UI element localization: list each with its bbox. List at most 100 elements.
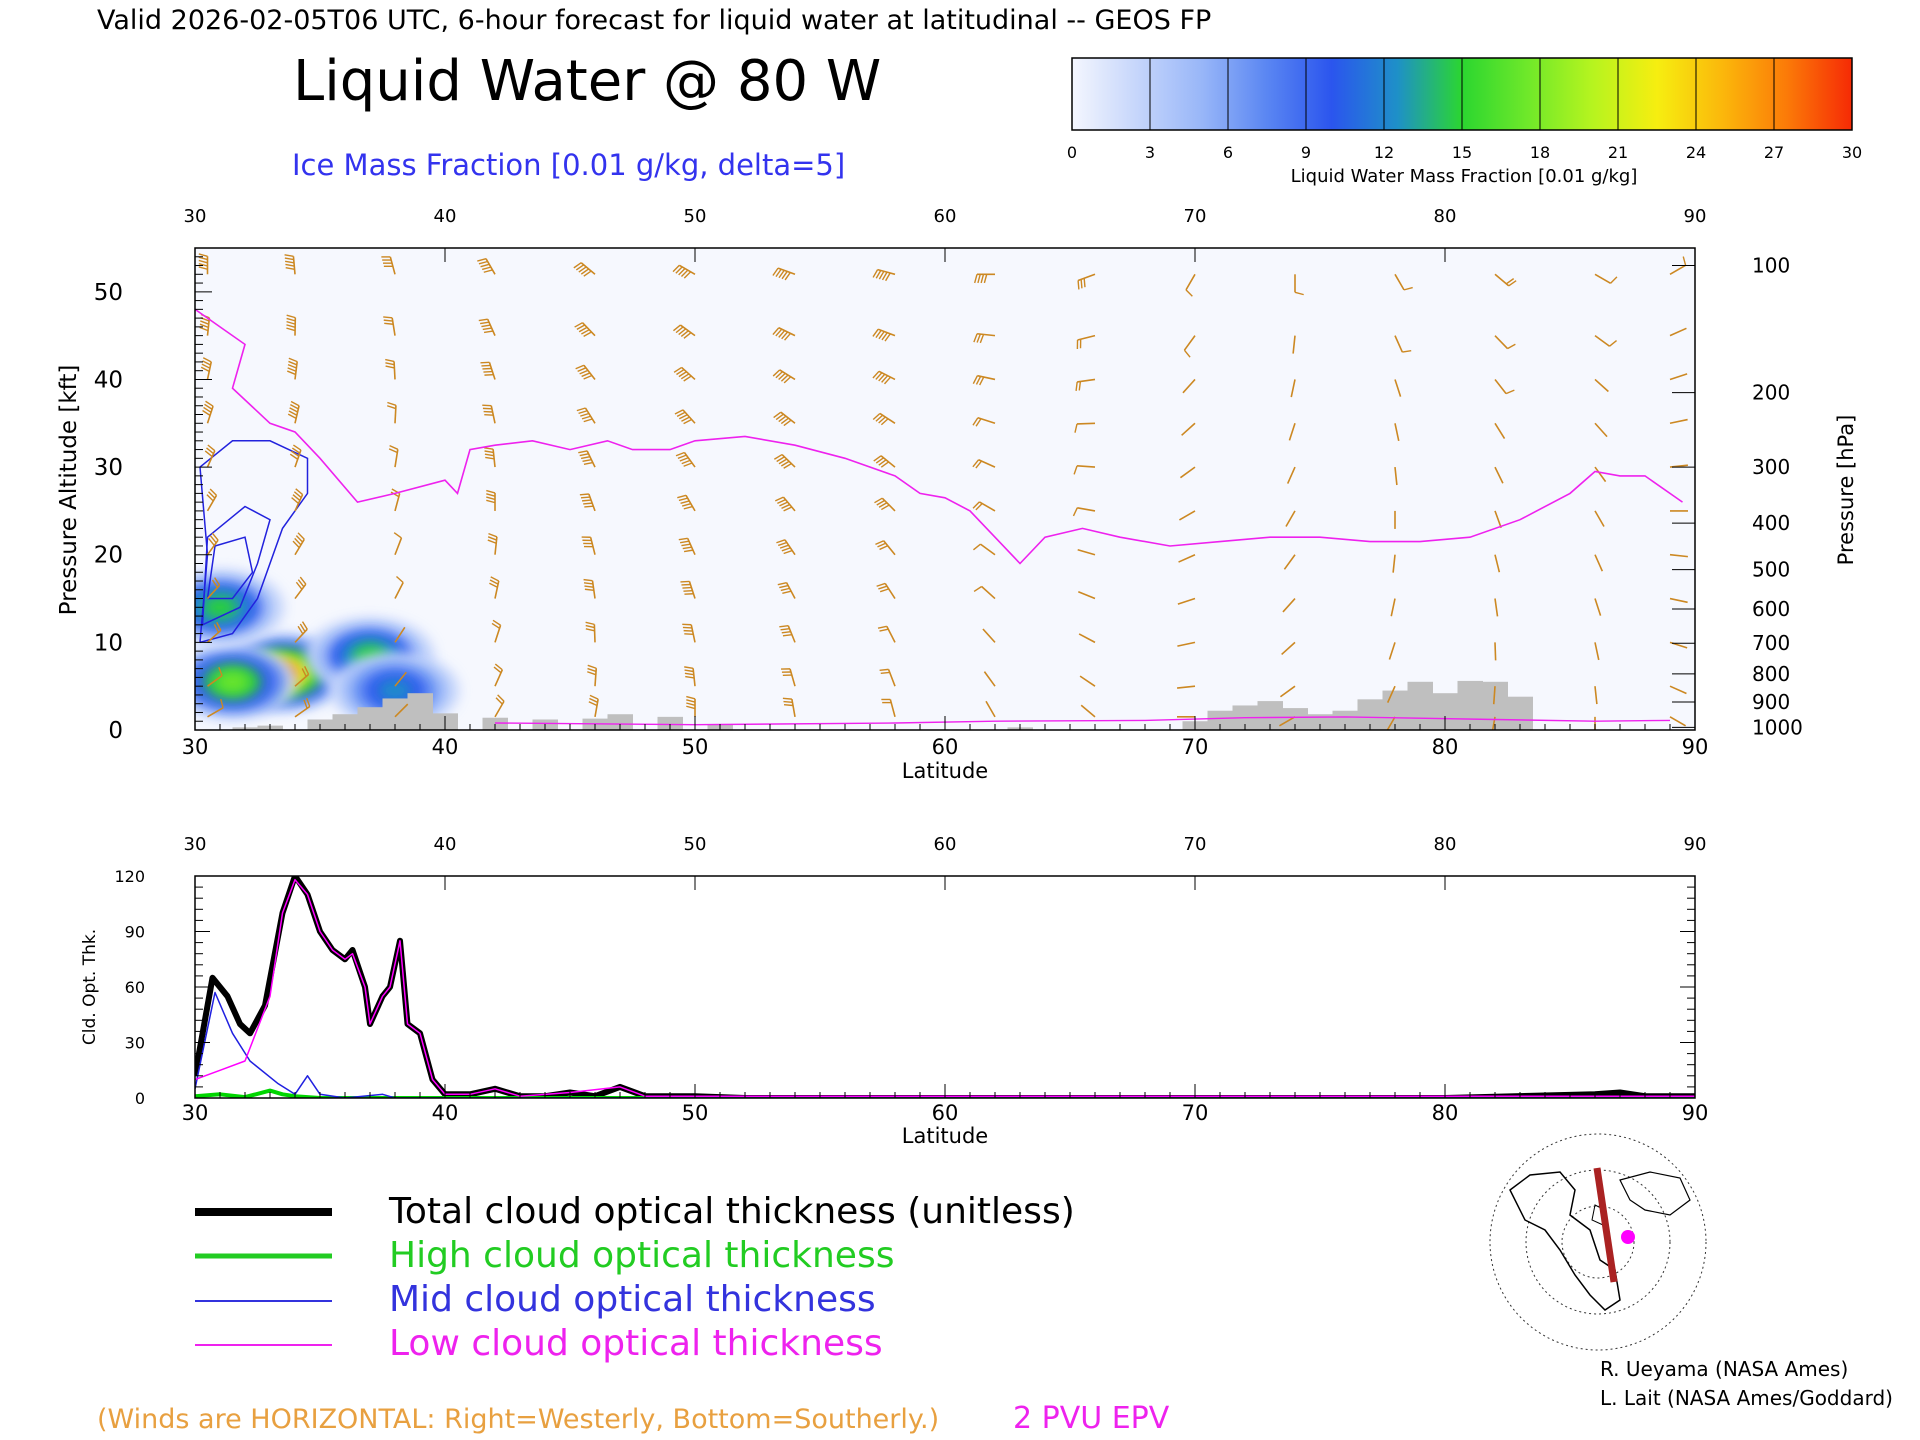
wind-barb-staff (1179, 466, 1196, 479)
wind-barb-feather (881, 504, 890, 511)
wind-barb-feather (681, 543, 691, 547)
wind-barb-feather (686, 695, 696, 700)
wind-barb-staff (394, 703, 409, 718)
wind-barb-feather (878, 502, 888, 508)
wind-barb-feather (384, 322, 394, 325)
wind-barb-feather (877, 625, 887, 629)
wind-barb-feather (390, 491, 400, 498)
wind-barb-feather (1507, 343, 1516, 350)
wind-barb-feather (286, 314, 296, 319)
wind-barb (983, 671, 996, 687)
wind-barb-feather (290, 404, 299, 410)
wind-barb-feather (207, 444, 216, 452)
wind-barb-feather (878, 416, 886, 424)
wind-barb-feather (972, 501, 980, 509)
wind-barb (678, 537, 696, 556)
wind-barb-feather (675, 266, 683, 274)
wind-barb-feather (385, 365, 395, 369)
wind-barb-feather (681, 503, 692, 507)
wind-barb (1279, 685, 1296, 698)
wind-barb-feather (881, 271, 888, 281)
wind-barb-staff (1178, 553, 1196, 563)
wind-barb (1181, 422, 1196, 436)
wind-barb-feather (299, 623, 306, 632)
wind-barb-feather (675, 326, 684, 334)
epv-legend-label: 2 PVU EPV (1013, 1401, 1170, 1436)
wind-barb-feather (301, 668, 307, 677)
wind-barb-feather (1185, 289, 1193, 297)
wind-barb-feather (286, 324, 296, 329)
wind-barb-feather (683, 271, 692, 279)
wind-barb-feather (972, 375, 979, 385)
plot-background (195, 876, 1695, 1098)
wind-barb-staff (982, 628, 996, 643)
wind-barb-feather (781, 271, 788, 280)
wind-barb-feather (286, 317, 296, 322)
wind-barb (204, 444, 216, 468)
wind-barb (876, 582, 896, 599)
liquid-water-cell (378, 679, 412, 702)
wind-barb-feather (881, 375, 889, 383)
topography-bar (1282, 708, 1308, 730)
wind-barb-feather (678, 371, 687, 378)
wind-barb (672, 264, 696, 279)
bottom-y-tick-label: 120 (114, 867, 145, 886)
top-x-tick-label: 90 (1682, 735, 1709, 759)
wind-barb (206, 577, 221, 600)
wind-barb-feather (304, 665, 310, 675)
top-y-tick-label: 10 (94, 630, 123, 656)
legend-label-high: High cloud optical thickness (389, 1235, 894, 1276)
wind-barb (287, 357, 298, 380)
wind-barb (1177, 597, 1196, 605)
wind-barb-staff (1594, 334, 1611, 347)
wind-barb-feather (779, 584, 789, 589)
wind-barb (1390, 598, 1396, 617)
wind-barb (206, 488, 218, 512)
wind-barb (1072, 506, 1096, 517)
wind-barb-feather (299, 576, 307, 585)
wind-barb (879, 668, 896, 687)
wind-barb-feather (198, 266, 208, 270)
wind-barb (1394, 335, 1412, 353)
wind-barb (1283, 554, 1296, 570)
wind-barb-staff (1286, 466, 1296, 484)
wind-barb-feather (679, 457, 689, 462)
pressure-tick-label: 500 (1752, 558, 1790, 582)
wind-barb-staff (1279, 685, 1296, 698)
wind-barb-feather (875, 414, 884, 422)
wind-barb (1074, 422, 1096, 433)
wind-barb-feather (589, 697, 598, 703)
wind-barb-feather (676, 368, 685, 376)
wind-barb (680, 580, 696, 599)
wind-barb (1594, 554, 1604, 572)
wind-barb-feather (497, 694, 505, 702)
wind-barb-feather (686, 699, 696, 703)
wind-barb-staff (1292, 335, 1296, 354)
wind-barb (772, 267, 796, 281)
top-x-tick-label: 30 (182, 735, 209, 759)
wind-barb (1394, 467, 1398, 486)
wind-barb (1394, 379, 1402, 397)
wind-barb (1281, 641, 1296, 656)
wind-barb-feather (291, 447, 301, 454)
wind-barb-staff (1494, 422, 1506, 439)
wind-barb (673, 366, 696, 382)
wind-barb (1669, 327, 1687, 337)
top-x-tick-label-upper: 80 (1434, 206, 1457, 227)
wind-barb-staff (1594, 598, 1602, 616)
cross-section-track (1593, 1167, 1618, 1283)
wind-barb (1075, 378, 1096, 391)
wind-barb-feather (780, 460, 790, 467)
wind-barb-feather (782, 697, 792, 700)
wind-barb-staff (394, 582, 404, 599)
wind-barb (673, 324, 696, 339)
bottom-xlabel: Latitude (902, 1124, 988, 1148)
wind-barb (1669, 256, 1687, 275)
wind-barb-feather (292, 494, 301, 502)
wind-barb-feather (583, 578, 593, 582)
wind-barb-staff (1669, 327, 1687, 337)
wind-barb-feather (678, 497, 688, 502)
wind-barb-feather (480, 263, 490, 268)
wind-barb-feather (872, 269, 879, 278)
wind-barb-feather (479, 321, 490, 325)
